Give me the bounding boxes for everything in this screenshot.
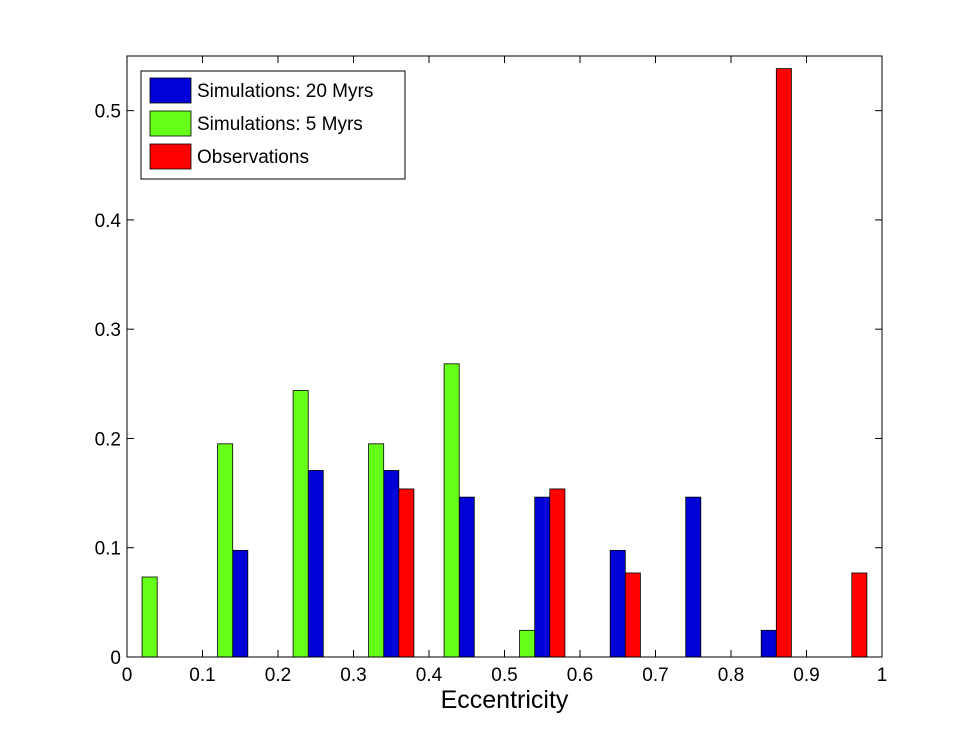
bar-0-6 [609,549,626,658]
y-tick-label: 0.1 [95,539,121,560]
bar-0-4 [458,496,475,658]
x-tick-label: 0.1 [189,665,215,686]
legend-swatch [149,143,192,170]
bar-0-2 [307,470,324,658]
x-tick-label: 0.7 [642,665,668,686]
y-tick-label: 0 [110,648,121,669]
bar-0-3 [383,470,400,658]
x-tick-label: 0.4 [416,665,443,686]
x-tick-label: 0.8 [718,665,744,686]
x-tick-label: 0.2 [265,665,291,686]
bar-1-1 [217,443,234,658]
ticks-layer: 0 0.1 0.2 0.3 0.4 0.5 0.6 0.7 0.8 0.9 1 0 0.1 0.2 0.3 0… [95,56,888,686]
legend-label: Simulations: 5 Myrs [197,114,363,135]
legend-swatch [149,77,192,104]
bar-2-3 [398,488,415,658]
x-tick-label: 0.9 [793,665,819,686]
bar-1-4 [443,363,460,658]
legend-swatch [149,110,192,137]
legend: Simulations: 20 Myrs Simulations: 5 Myrs O… [140,70,406,180]
bar-0-7 [685,496,702,658]
bar-0-5 [534,496,551,658]
bars-layer [141,68,868,658]
bar-1-0 [141,576,158,658]
x-tick-label: 1 [877,665,888,686]
x-tick-label: 0 [122,665,133,686]
bar-1-5 [519,629,536,658]
y-tick-label: 0.2 [95,429,121,450]
x-axis-title: Eccentricity [441,686,569,714]
y-tick-label: 0.4 [95,211,122,232]
legend-label: Observations [197,147,309,168]
bar-2-9 [851,572,868,658]
y-tick-label: 0.5 [95,102,121,123]
bar-2-5 [549,488,566,658]
bar-0-8 [760,629,777,658]
x-tick-label: 0.5 [491,665,517,686]
legend-label: Simulations: 20 Myrs [197,81,373,102]
x-tick-label: 0.6 [567,665,593,686]
bar-1-3 [368,443,385,658]
bar-1-2 [292,390,309,658]
bar-2-8 [775,68,792,658]
y-tick-label: 0.3 [95,320,121,341]
bar-2-6 [624,572,641,658]
x-tick-label: 0.3 [340,665,366,686]
bar-0-1 [232,549,249,658]
